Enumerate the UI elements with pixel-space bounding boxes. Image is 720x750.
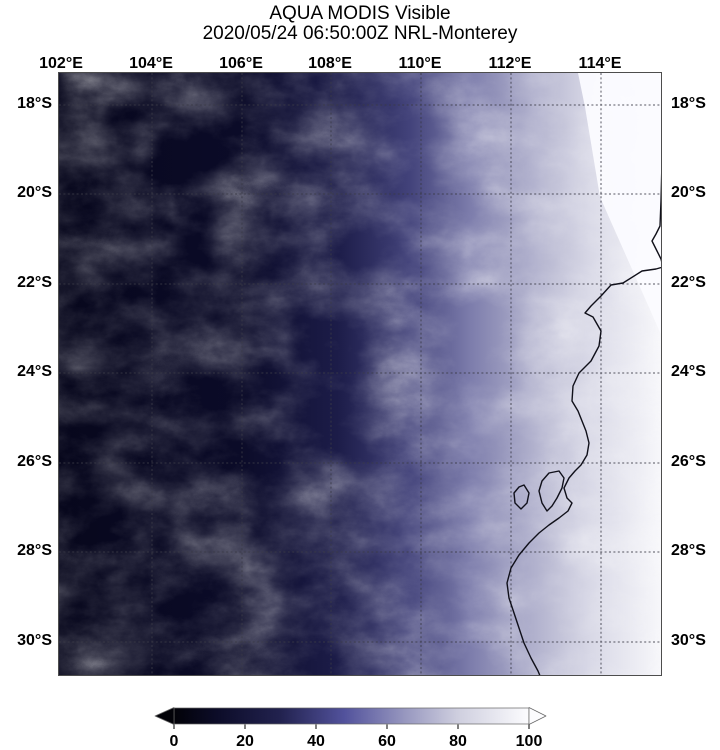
svg-text:20: 20 [236,733,254,750]
svg-text:0: 0 [170,733,179,750]
svg-text:100: 100 [516,733,543,750]
svg-text:60: 60 [378,733,396,750]
svg-text:80: 80 [449,733,467,750]
svg-text:40: 40 [307,733,325,750]
